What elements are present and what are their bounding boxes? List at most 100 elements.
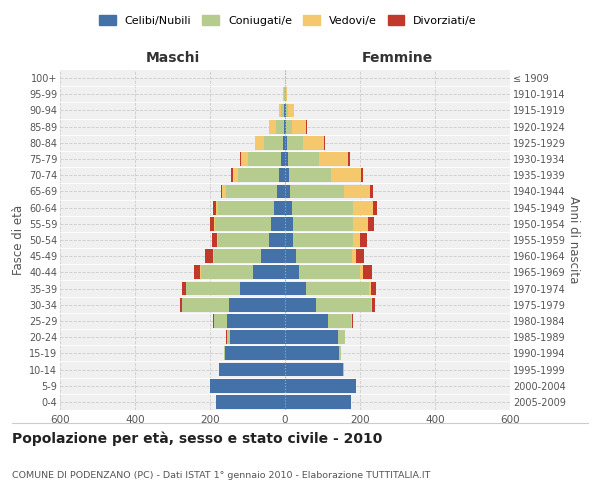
Bar (277, 184, 285, 198)
Bar (285, 395, 350, 409)
Bar (319, 152, 348, 166)
Bar (288, 104, 294, 118)
Bar (288, 152, 319, 166)
Bar (372, 298, 375, 312)
Text: Popolazione per età, sesso e stato civile - 2010: Popolazione per età, sesso e stato civil… (12, 431, 382, 446)
Bar (240, 282, 285, 296)
Y-axis label: Anni di nascita: Anni di nascita (566, 196, 580, 284)
Bar (269, 120, 275, 134)
Bar (215, 217, 271, 230)
Bar (368, 217, 374, 230)
Bar (241, 152, 248, 166)
Bar (302, 136, 325, 149)
Bar (368, 282, 371, 296)
Bar (353, 233, 360, 247)
Bar (229, 330, 285, 344)
Bar (286, 88, 287, 101)
Bar (355, 250, 364, 263)
Text: Femmine: Femmine (362, 51, 433, 65)
Bar (353, 217, 368, 230)
Bar (225, 346, 285, 360)
Bar (296, 250, 352, 263)
Bar (373, 200, 377, 214)
Bar (274, 200, 285, 214)
Bar (287, 136, 302, 149)
Bar (285, 314, 328, 328)
Text: COMUNE DI PODENZANO (PC) - Dati ISTAT 1° gennaio 2010 - Elaborazione TUTTITALIA.: COMUNE DI PODENZANO (PC) - Dati ISTAT 1°… (12, 470, 430, 480)
Bar (343, 362, 344, 376)
Bar (248, 152, 281, 166)
Bar (285, 346, 340, 360)
Bar (230, 168, 233, 182)
Bar (215, 200, 218, 214)
Bar (370, 184, 373, 198)
Bar (215, 395, 285, 409)
Bar (285, 152, 288, 166)
Bar (285, 136, 287, 149)
Bar (284, 120, 285, 134)
Bar (290, 184, 343, 198)
Bar (212, 200, 215, 214)
Bar (227, 330, 229, 344)
Bar (224, 346, 225, 360)
Bar (286, 120, 292, 134)
Bar (353, 200, 373, 214)
Bar (211, 217, 214, 230)
Bar (260, 250, 285, 263)
Bar (279, 104, 281, 118)
Bar (214, 217, 215, 230)
Bar (280, 168, 285, 182)
Bar (360, 266, 363, 280)
Bar (348, 152, 350, 166)
Bar (214, 314, 227, 328)
Bar (239, 152, 241, 166)
Bar (263, 136, 283, 149)
Bar (285, 104, 286, 118)
Bar (281, 152, 285, 166)
Bar (229, 298, 285, 312)
Bar (299, 266, 360, 280)
Legend: Celibi/Nubili, Coniugati/e, Vedovi/e, Divorziati/e: Celibi/Nubili, Coniugati/e, Vedovi/e, Di… (95, 10, 481, 30)
Bar (285, 379, 356, 392)
Bar (221, 184, 223, 198)
Bar (285, 266, 299, 280)
Bar (305, 282, 368, 296)
Bar (285, 120, 286, 134)
Bar (223, 184, 226, 198)
Bar (293, 217, 353, 230)
Bar (328, 314, 352, 328)
Bar (360, 233, 367, 247)
Bar (214, 250, 260, 263)
Bar (292, 200, 353, 214)
Bar (210, 379, 285, 392)
Bar (238, 168, 280, 182)
Bar (371, 298, 372, 312)
Bar (227, 314, 285, 328)
Bar (182, 298, 229, 312)
Bar (343, 184, 370, 198)
Bar (253, 266, 285, 280)
Bar (331, 168, 361, 182)
Bar (363, 266, 373, 280)
Bar (271, 217, 285, 230)
Bar (256, 136, 263, 149)
Bar (361, 168, 362, 182)
Bar (285, 168, 289, 182)
Bar (218, 200, 274, 214)
Bar (285, 184, 290, 198)
Bar (283, 136, 285, 149)
Bar (285, 250, 296, 263)
Bar (337, 330, 345, 344)
Bar (293, 233, 353, 247)
Bar (285, 233, 293, 247)
Y-axis label: Fasce di età: Fasce di età (11, 205, 25, 275)
Bar (285, 330, 337, 344)
Bar (283, 88, 284, 101)
Bar (218, 233, 269, 247)
Bar (233, 168, 238, 182)
Bar (217, 233, 218, 247)
Bar (285, 217, 293, 230)
Bar (226, 184, 277, 198)
Bar (284, 104, 285, 118)
Bar (352, 250, 355, 263)
